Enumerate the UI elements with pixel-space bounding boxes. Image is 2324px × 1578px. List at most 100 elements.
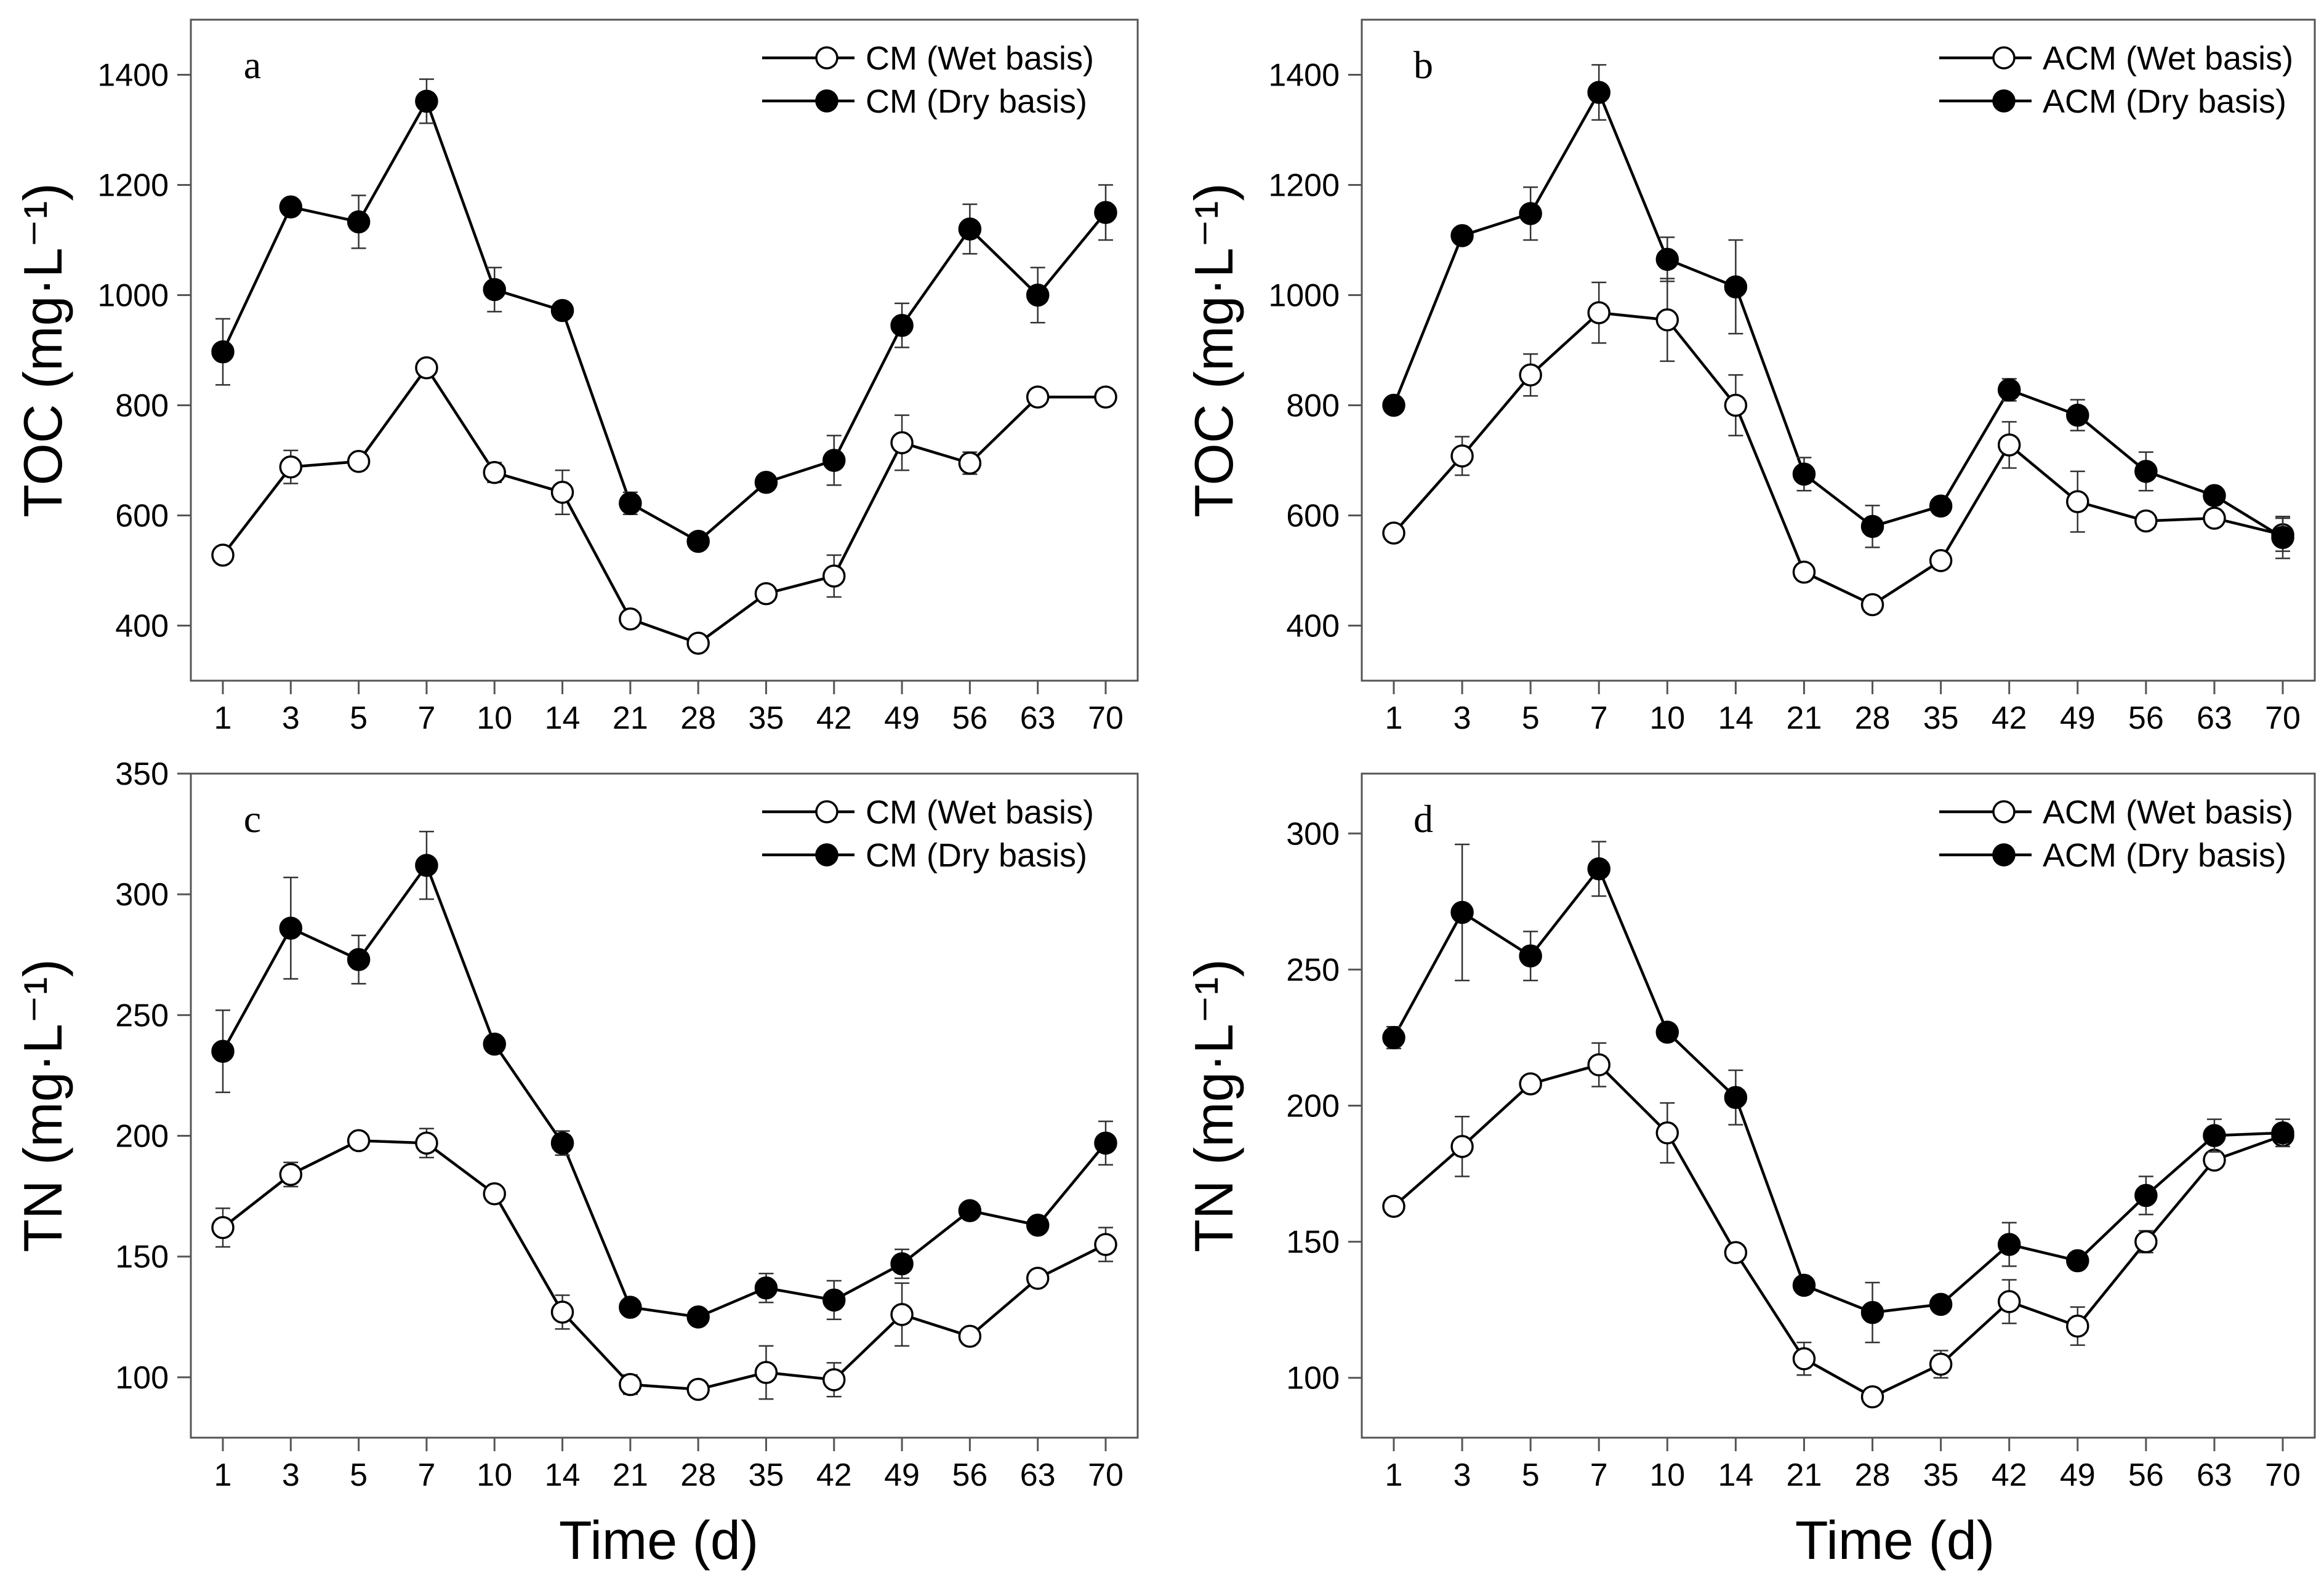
x-tick-label: 42 [816, 700, 852, 736]
x-tick-label: 35 [1923, 700, 1959, 736]
data-point [822, 449, 846, 472]
series-dry [1382, 64, 2294, 559]
y-tick-label: 800 [115, 388, 169, 424]
data-point [279, 1163, 303, 1187]
data-point [211, 1039, 235, 1063]
data-point [619, 1372, 642, 1396]
data-point [890, 1252, 914, 1276]
y-tick-label: 150 [1286, 1225, 1340, 1260]
data-point [279, 916, 303, 940]
series-line [222, 862, 1107, 1319]
data-point [550, 481, 574, 504]
x-tick-label: 21 [613, 1457, 648, 1493]
data-point [890, 1303, 914, 1326]
x-tick-label: 56 [952, 700, 987, 736]
y-tick-label: 250 [115, 998, 169, 1033]
data-point [1724, 1086, 1748, 1109]
series-dry [211, 830, 1117, 1329]
x-tick-label: 3 [1454, 1457, 1471, 1493]
data-point [2271, 1121, 2294, 1145]
legend-marker [815, 843, 838, 867]
data-point [822, 564, 846, 588]
data-point [1519, 202, 1542, 225]
series-dry [1382, 841, 2294, 1344]
x-tick-label: 35 [749, 700, 784, 736]
x-tick-label: 28 [1855, 1457, 1891, 1493]
x-tick-label: 56 [2128, 700, 2164, 736]
data-point [1450, 1135, 1474, 1158]
x-tick-label: 70 [1088, 700, 1124, 736]
y-tick-label: 100 [115, 1360, 169, 1396]
panel-letter: c [244, 797, 261, 841]
data-point [1860, 1300, 1884, 1324]
x-tick-label: 10 [1649, 1457, 1685, 1493]
y-tick-label: 1200 [97, 168, 169, 204]
data-point [1655, 1020, 1679, 1044]
data-point [1587, 81, 1610, 104]
data-point [1997, 433, 2021, 457]
data-point [686, 1305, 710, 1329]
y-tick-label: 600 [115, 499, 169, 534]
data-point [2066, 403, 2089, 427]
data-point [754, 471, 778, 494]
data-point [2134, 1184, 2158, 1208]
y-tick-label: 200 [115, 1119, 169, 1155]
data-point [2203, 507, 2226, 530]
y-axis-label: TOC (mg·L⁻¹) [1183, 183, 1244, 517]
series-line [222, 365, 1106, 645]
x-tick-label: 3 [282, 700, 300, 736]
x-tick-label: 5 [1522, 1457, 1540, 1493]
x-tick-label: 3 [282, 1457, 300, 1493]
data-point [211, 340, 235, 364]
data-point [1450, 224, 1474, 247]
series-line [1393, 311, 2283, 607]
data-point [754, 1276, 778, 1300]
data-point [1997, 1233, 2021, 1256]
y-axis-label: TN (mg·L⁻¹) [12, 959, 73, 1252]
data-point [1094, 201, 1117, 224]
legend-label: CM (Wet basis) [866, 40, 1094, 77]
data-point [1519, 1072, 1542, 1095]
data-point [1450, 444, 1474, 468]
y-tick-label: 800 [1286, 388, 1340, 424]
y-tick-label: 250 [1286, 952, 1340, 988]
data-point [822, 1288, 846, 1312]
x-tick-label: 1 [214, 700, 232, 736]
data-point [1792, 462, 1816, 486]
x-tick-label: 7 [417, 1457, 435, 1493]
y-tick-label: 1400 [1268, 58, 1340, 94]
data-point [1724, 393, 1748, 417]
legend-label: ACM (Dry basis) [2043, 837, 2286, 874]
x-tick-label: 35 [1923, 1457, 1959, 1493]
data-point [686, 1377, 710, 1401]
data-point [1792, 560, 1816, 584]
data-point [1382, 1026, 1405, 1049]
x-tick-label: 63 [2197, 1457, 2232, 1493]
data-point [1094, 1131, 1117, 1155]
data-point [1929, 1352, 1953, 1376]
data-point [754, 1361, 778, 1384]
x-tick-label: 35 [749, 1457, 784, 1493]
y-tick-label: 300 [1286, 816, 1340, 852]
x-tick-label: 28 [1855, 700, 1891, 736]
y-tick-label: 100 [1286, 1361, 1340, 1396]
data-point [1860, 1385, 1884, 1409]
y-tick-label: 1400 [97, 58, 169, 94]
data-point [211, 543, 235, 567]
legend-marker [1992, 46, 2016, 70]
legend-label: CM (Wet basis) [866, 794, 1094, 831]
x-tick-label: 10 [476, 700, 512, 736]
x-tick-label: 5 [350, 1457, 368, 1493]
data-point [2203, 1148, 2226, 1172]
y-tick-label: 1000 [1268, 278, 1340, 314]
x-tick-label: 56 [952, 1457, 987, 1493]
x-tick-label: 63 [1020, 700, 1056, 736]
data-point [2134, 1230, 2158, 1254]
series-wet [211, 1127, 1117, 1401]
y-tick-label: 400 [1286, 609, 1340, 644]
data-point [279, 195, 303, 219]
data-point [1860, 515, 1884, 539]
